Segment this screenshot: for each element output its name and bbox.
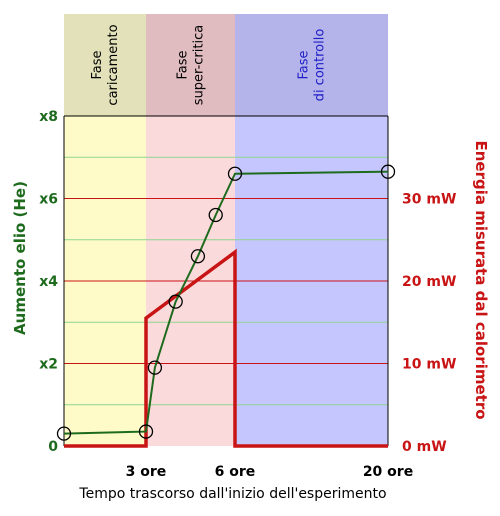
- x-tick-label: 3 ore: [126, 464, 167, 480]
- energy-series: [64, 248, 388, 448]
- right-axis-ticks: 0 mW 10 mW 20 mW 30 mW: [402, 192, 456, 456]
- right-tick-label: 0 mW: [402, 439, 447, 455]
- left-axis-ticks: 0 x2 x4 x6 x8: [39, 109, 58, 455]
- plot-frame: [63, 115, 389, 446]
- helium-point: [147, 360, 163, 375]
- helium-line: [63, 170, 389, 435]
- phase-labels: Fasecaricamento Fasesuper-critica Fasedi c…: [90, 24, 328, 105]
- phase-label: Fasecaricamento: [90, 24, 121, 105]
- energy-line: [64, 248, 388, 448]
- gridlines: [64, 156, 388, 406]
- right-tick-label: 20 mW: [402, 274, 456, 290]
- right-tick-label: 10 mW: [402, 357, 456, 373]
- x-tick-label: 20 ore: [363, 464, 413, 480]
- helium-point: [208, 207, 223, 223]
- phase-header: [64, 14, 146, 116]
- right-axis-title: Energia misurata dal calorimetro: [472, 140, 490, 419]
- left-axis-title: Aumento elio (He): [11, 181, 29, 335]
- x-axis-ticks: 3 ore 6 ore 20 ore: [126, 464, 414, 480]
- phase-label: Fasesuper-critica: [176, 25, 207, 105]
- left-tick-label: x8: [39, 109, 58, 125]
- helium-point: [380, 164, 396, 179]
- helium-point: [190, 249, 206, 264]
- left-tick-label: x6: [39, 192, 58, 208]
- right-tick-label: 30 mW: [402, 192, 456, 208]
- phase-header: [146, 14, 235, 116]
- helium-point: [56, 426, 72, 441]
- x-tick-label: 6 ore: [215, 464, 256, 480]
- helium-point: [168, 294, 183, 309]
- left-tick-label: x4: [39, 274, 58, 290]
- phase-label: Fasedi controllo: [297, 29, 328, 102]
- helium-point: [227, 166, 243, 181]
- left-tick-label: 0: [48, 439, 58, 455]
- left-tick-label: x2: [39, 357, 58, 373]
- phase-label-line: di controllo: [313, 29, 328, 102]
- phase-label-line: Fase: [176, 50, 191, 79]
- helium-series: [56, 164, 396, 441]
- phase-label-line: Fase: [90, 50, 105, 79]
- phase-label-line: caricamento: [106, 24, 121, 105]
- phase-label-line: super-critica: [192, 25, 207, 105]
- helium-point: [138, 424, 154, 439]
- phase-header: [235, 14, 388, 116]
- phase-label-line: Fase: [297, 50, 312, 79]
- x-axis-title: Tempo trascorso dall'inizio dell'esperim…: [78, 486, 386, 502]
